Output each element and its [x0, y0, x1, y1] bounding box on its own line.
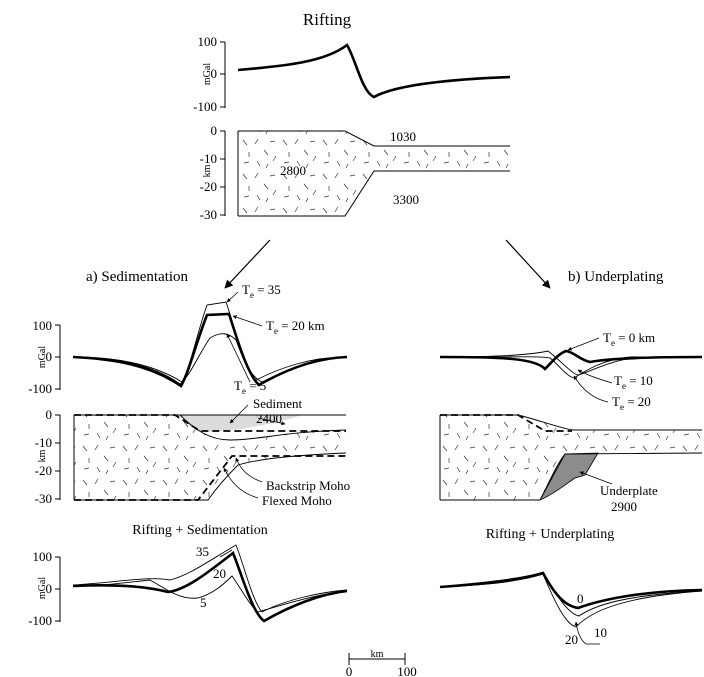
y-tick-label: -20: [35, 463, 52, 478]
combo-10-curve: [439, 573, 703, 617]
sediment-density-label: 2400: [256, 411, 282, 426]
top-depth-panel: km 0 -10 -20 -30 1030 2800 3300: [200, 123, 510, 222]
y-tick-label: 0: [46, 349, 53, 364]
y-tick-label: 0: [46, 581, 53, 596]
combo-5-curve: [72, 575, 348, 613]
figure-title: Rifting: [303, 10, 352, 29]
combo-35-curve: [72, 544, 348, 613]
te-20-curve: [439, 350, 702, 376]
panel-b-title: b) Underplating: [568, 269, 664, 285]
te-20-curve: [72, 312, 348, 388]
density-water-label: 1030: [390, 129, 416, 144]
y-tick-label: -30: [200, 207, 217, 222]
crust-body: [238, 131, 510, 216]
underplate-label: Underplate: [600, 483, 658, 498]
gravity-unit-label: mGal: [202, 63, 213, 85]
sediment-body: [180, 415, 302, 432]
underplate-density-label: 2900: [611, 499, 637, 514]
y-tick-label: 100: [33, 318, 53, 333]
te-10-curve: [439, 356, 702, 379]
rifting-gravity-curve: [237, 43, 511, 99]
te-10-label: Te = 10: [614, 373, 653, 391]
top-gravity-panel: mGal 100 0 -100: [193, 34, 511, 114]
y-tick-label: -100: [28, 381, 52, 396]
te-20-label: Te = 20: [612, 394, 651, 412]
scale-max-label: 100: [397, 664, 417, 677]
combo-label-0: 0: [577, 591, 584, 606]
y-tick-label: 100: [33, 549, 53, 564]
scale-unit-label: km: [371, 649, 384, 660]
depth-unit-label: km: [37, 449, 48, 462]
combo-label-20: 20: [213, 566, 226, 581]
combo-20-curve: [439, 573, 703, 628]
flexed-moho-label: Flexed Moho: [262, 493, 332, 508]
scale-min-label: 0: [346, 664, 353, 677]
rifting-sedimentation-gravity-panel: mGal 100 0 -100 35 20 5: [28, 544, 348, 628]
gravity-unit-label: mGal: [37, 346, 48, 368]
backstrip-moho-dashed: [74, 455, 346, 501]
backstrip-moho-label: Backstrip Moho: [266, 478, 350, 493]
sedimentation-gravity-panel: mGal 100 0 -100 Te = 35 Te = 20 km Te = …: [28, 282, 348, 396]
scale-bar: km 0 100: [346, 649, 417, 677]
y-tick-label: -30: [35, 491, 52, 506]
y-tick-label: -100: [193, 99, 217, 114]
te-5-curve: [72, 333, 348, 385]
sediment-label: Sediment: [253, 396, 302, 411]
bottom-a-title: Rifting + Sedimentation: [132, 523, 267, 538]
te-20-label: Te = 20 km: [266, 318, 325, 336]
underplating-depth-panel: Underplate 2900: [439, 414, 703, 514]
y-tick-label: 100: [198, 34, 218, 49]
combo-label-35: 35: [196, 544, 209, 559]
te-0-curve: [439, 349, 703, 371]
panel-a-title: a) Sedimentation: [86, 269, 189, 285]
te-0-label: Te = 0 km: [603, 330, 655, 348]
arrow-to-underplating: [505, 239, 551, 289]
gravity-unit-label: mGal: [37, 577, 48, 599]
y-tick-label: -10: [200, 151, 217, 166]
te-5-label: Te = 5: [234, 378, 266, 396]
te-35-curve: [72, 301, 348, 383]
depth-unit-label: km: [202, 164, 213, 177]
sedimentation-depth-panel: km 0 -10 -20 -30 Sediment 2400 Backstrip…: [35, 396, 350, 508]
rifting-underplating-gravity-panel: 0 20 10: [439, 571, 703, 647]
y-tick-label: 0: [211, 66, 218, 81]
crust-body: [74, 415, 346, 500]
density-mantle-label: 3300: [393, 192, 419, 207]
underplate-body: [539, 452, 599, 501]
flexed-moho-line: [74, 452, 347, 501]
y-tick-label: 0: [211, 123, 218, 138]
y-tick-label: -100: [28, 613, 52, 628]
bottom-b-title: Rifting + Underplating: [486, 527, 614, 542]
y-tick-label: 0: [46, 407, 53, 422]
density-crust-label: 2800: [280, 163, 306, 178]
underplating-gravity-panel: Te = 0 km Te = 10 Te = 20: [439, 330, 703, 412]
te-35-label: Te = 35: [242, 282, 281, 300]
combo-20-curve: [72, 550, 348, 623]
backstrip-dashed: [74, 414, 346, 432]
combo-label-10: 10: [594, 625, 607, 640]
combo-label-20: 20: [565, 632, 578, 647]
y-tick-label: -10: [35, 435, 52, 450]
y-tick-label: -20: [200, 179, 217, 194]
backstrip-dashed: [440, 414, 572, 432]
combo-0-curve: [439, 571, 703, 610]
combo-label-5: 5: [200, 595, 207, 610]
arrow-to-sedimentation: [224, 239, 271, 289]
